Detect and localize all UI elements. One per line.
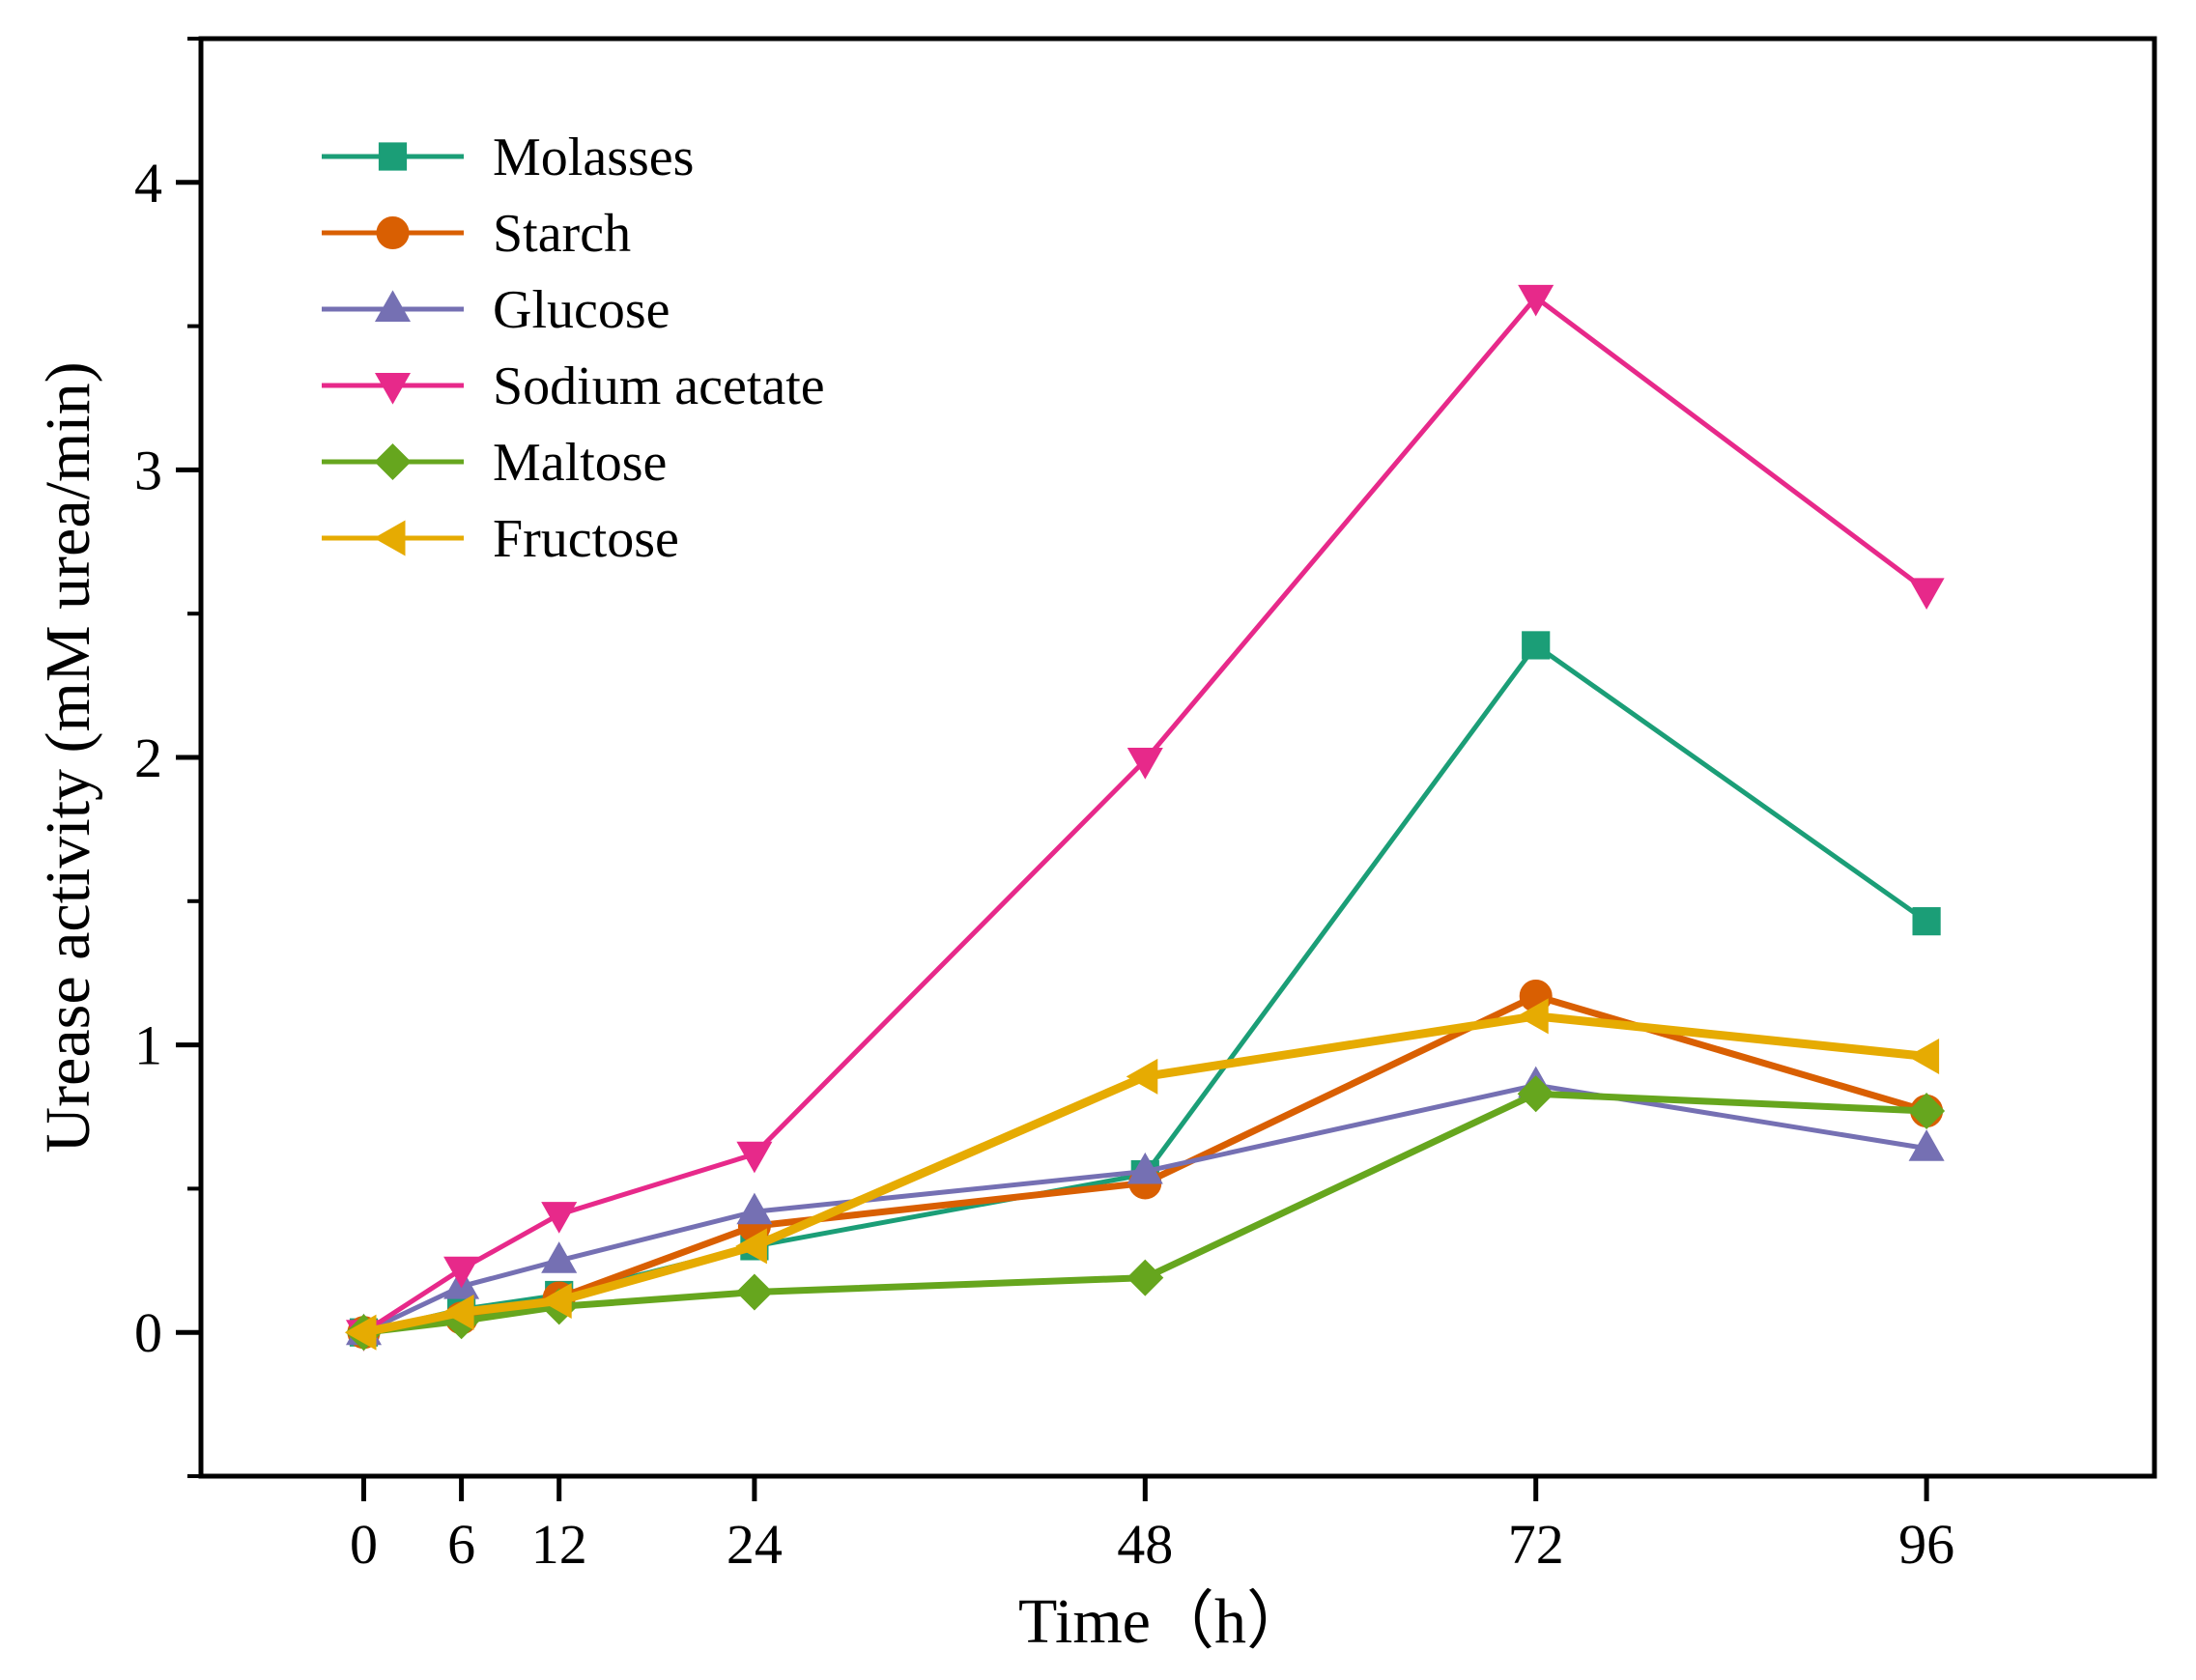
- data-point-maltose: [1908, 1093, 1946, 1130]
- legend-label: Glucose: [493, 280, 670, 340]
- series-fructose: [344, 998, 1940, 1351]
- y-tick-label: 1: [134, 1014, 162, 1077]
- x-tick-label: 24: [727, 1513, 783, 1576]
- legend-marker-maltose: [374, 442, 412, 481]
- legend-item-molasses: Molasses: [322, 128, 694, 187]
- y-tick-label: 3: [134, 439, 162, 501]
- y-tick-label: 0: [134, 1301, 162, 1364]
- data-point-molasses: [1912, 907, 1941, 936]
- data-point-glucose: [541, 1241, 578, 1273]
- legend-label: Sodium acetate: [493, 356, 825, 416]
- x-tick-label: 0: [350, 1513, 378, 1576]
- data-point-fructose: [540, 1282, 572, 1319]
- data-point-sodium-acetate: [443, 1256, 480, 1289]
- legend: Molasses Starch Glucose Sodium acetate Malto…: [322, 128, 825, 569]
- legend-item-sodium-acetate: Sodium acetate: [322, 356, 825, 416]
- x-axis: 0 6 12 24 48 72 96: [350, 1476, 1954, 1576]
- legend-label: Maltose: [493, 433, 667, 493]
- data-point-fructose: [1907, 1038, 1940, 1075]
- legend-marker-sodium-acetate: [374, 373, 412, 405]
- x-tick-label: 72: [1508, 1513, 1564, 1576]
- legend-item-fructose: Fructose: [322, 509, 679, 569]
- data-point-maltose: [1517, 1075, 1554, 1113]
- data-point-fructose: [735, 1228, 767, 1265]
- data-point-sodium-acetate: [736, 1141, 773, 1174]
- data-point-sodium-acetate: [1127, 747, 1163, 780]
- legend-marker-fructose: [373, 520, 406, 556]
- legend-item-maltose: Maltose: [322, 433, 667, 493]
- data-point-glucose: [1127, 1152, 1163, 1184]
- y-tick-label: 4: [134, 152, 162, 214]
- legend-item-glucose: Glucose: [322, 280, 670, 340]
- data-point-glucose: [1908, 1129, 1945, 1161]
- legend-item-starch: Starch: [322, 204, 631, 264]
- data-point-fructose: [1517, 998, 1549, 1035]
- series-molasses: [349, 631, 1941, 1347]
- y-tick-label: 2: [134, 726, 162, 789]
- y-axis-title: Urease activity (mM urea/min): [33, 361, 103, 1153]
- data-point-maltose: [1127, 1259, 1164, 1296]
- data-point-glucose: [736, 1192, 773, 1225]
- legend-marker-starch: [376, 216, 410, 249]
- data-point-maltose: [735, 1273, 773, 1311]
- data-point-fructose: [442, 1294, 474, 1330]
- data-point-fructose: [1126, 1058, 1158, 1095]
- data-point-molasses: [1522, 631, 1551, 660]
- legend-marker-molasses: [378, 142, 408, 171]
- series-maltose: [345, 1075, 1946, 1352]
- y-axis: 0 1 2 3 4: [134, 37, 201, 1478]
- data-point-sodium-acetate: [1908, 578, 1945, 611]
- x-axis-title: Time（h）: [1018, 1586, 1310, 1657]
- x-tick-label: 48: [1117, 1513, 1173, 1576]
- x-tick-label: 96: [1898, 1513, 1954, 1576]
- x-tick-label: 6: [447, 1513, 475, 1576]
- legend-label: Fructose: [493, 509, 679, 569]
- legend-label: Starch: [493, 204, 631, 264]
- series-layer: [344, 284, 1946, 1352]
- data-point-sodium-acetate: [1518, 284, 1554, 317]
- legend-label: Molasses: [493, 128, 694, 187]
- x-tick-label: 12: [531, 1513, 587, 1576]
- data-point-fructose: [344, 1314, 377, 1351]
- data-point-sodium-acetate: [541, 1202, 578, 1234]
- legend-marker-glucose: [374, 290, 412, 322]
- series-line-maltose: [363, 1090, 1927, 1336]
